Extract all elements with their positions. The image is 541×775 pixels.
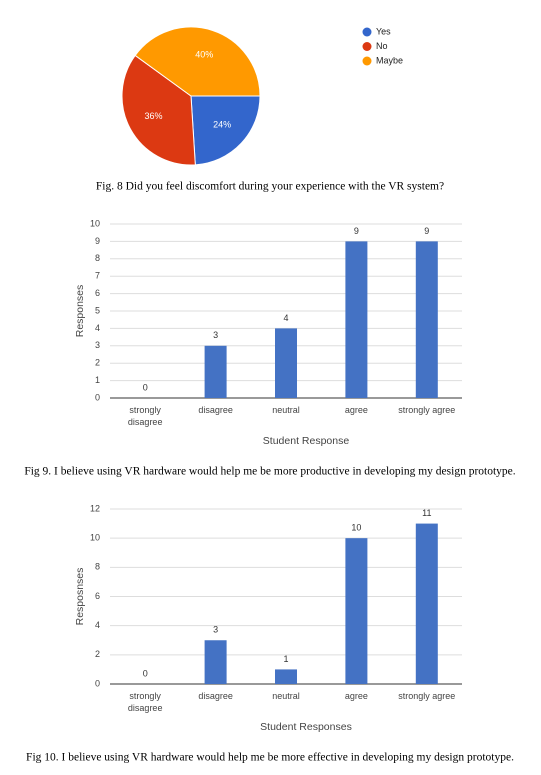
bar <box>204 640 227 684</box>
y-tick-label: 3 <box>95 340 100 350</box>
legend-swatch <box>362 56 372 66</box>
bar <box>204 345 227 398</box>
y-tick-label: 5 <box>95 305 100 315</box>
caption: Fig 10. I believe using VR hardware woul… <box>26 752 514 764</box>
y-tick-label: 9 <box>95 236 100 246</box>
bar <box>345 538 368 684</box>
y-tick-label: 0 <box>95 678 100 688</box>
value-label: 0 <box>143 382 148 392</box>
value-label: 4 <box>283 313 288 323</box>
legend-label: Yes <box>376 26 391 36</box>
pie-slice <box>190 95 261 166</box>
value-label: 3 <box>213 625 218 635</box>
y-tick-label: 10 <box>90 218 100 228</box>
value-label: 1 <box>283 654 288 664</box>
value-label: 9 <box>424 226 429 236</box>
x-tick-label: neutral <box>272 405 300 415</box>
x-tick-label: agree <box>344 691 368 701</box>
y-tick-label: 6 <box>95 288 100 298</box>
y-tick-label: 1 <box>95 375 100 385</box>
y-tick-label: 7 <box>95 271 100 281</box>
bar <box>415 523 438 684</box>
y-tick-label: 0 <box>95 392 100 402</box>
bar <box>275 669 297 684</box>
x-axis-label: Student Response <box>263 435 350 447</box>
caption: Fig 9. I believe using VR hardware would… <box>24 466 515 478</box>
y-tick-label: 10 <box>90 533 100 543</box>
y-tick-label: 4 <box>95 620 100 630</box>
y-tick-label: 2 <box>95 358 100 368</box>
x-tick-label: neutral <box>272 691 300 701</box>
y-tick-label: 4 <box>95 323 100 333</box>
legend-label: Maybe <box>376 55 403 65</box>
x-axis-label: Student Responses <box>260 721 352 733</box>
slice-label: 24% <box>213 120 231 130</box>
y-tick-label: 8 <box>95 253 100 263</box>
pie-slice <box>134 26 261 97</box>
x-tick-label: strongly agree <box>398 691 456 701</box>
slice-label: 40% <box>195 50 213 60</box>
legend-label: No <box>376 41 388 51</box>
y-tick-label: 2 <box>95 649 100 659</box>
x-tick-label: strongly disagree <box>127 405 163 427</box>
value-label: 3 <box>213 330 218 340</box>
value-label: 11 <box>422 508 431 518</box>
value-label: 0 <box>143 668 148 678</box>
y-tick-label: 6 <box>95 591 100 601</box>
bar <box>275 328 297 398</box>
slice-label: 36% <box>145 111 163 121</box>
pie-slice <box>121 54 196 166</box>
y-axis-label: Resposnses <box>74 568 86 626</box>
y-axis-label: Responses <box>74 285 86 338</box>
x-tick-label: disagree <box>198 691 233 701</box>
x-tick-label: strongly disagree <box>127 691 163 713</box>
y-tick-label: 8 <box>95 562 100 572</box>
legend-swatch <box>362 27 372 37</box>
y-tick-label: 12 <box>90 503 100 513</box>
legend-swatch <box>362 42 372 51</box>
x-tick-label: strongly agree <box>398 405 456 415</box>
value-label: 9 <box>354 226 359 236</box>
bar <box>415 241 438 398</box>
x-tick-label: disagree <box>198 405 233 415</box>
x-tick-label: agree <box>344 405 368 415</box>
caption: Fig. 8 Did you feel discomfort during yo… <box>96 181 444 193</box>
bar <box>345 241 368 398</box>
value-label: 10 <box>351 523 361 533</box>
